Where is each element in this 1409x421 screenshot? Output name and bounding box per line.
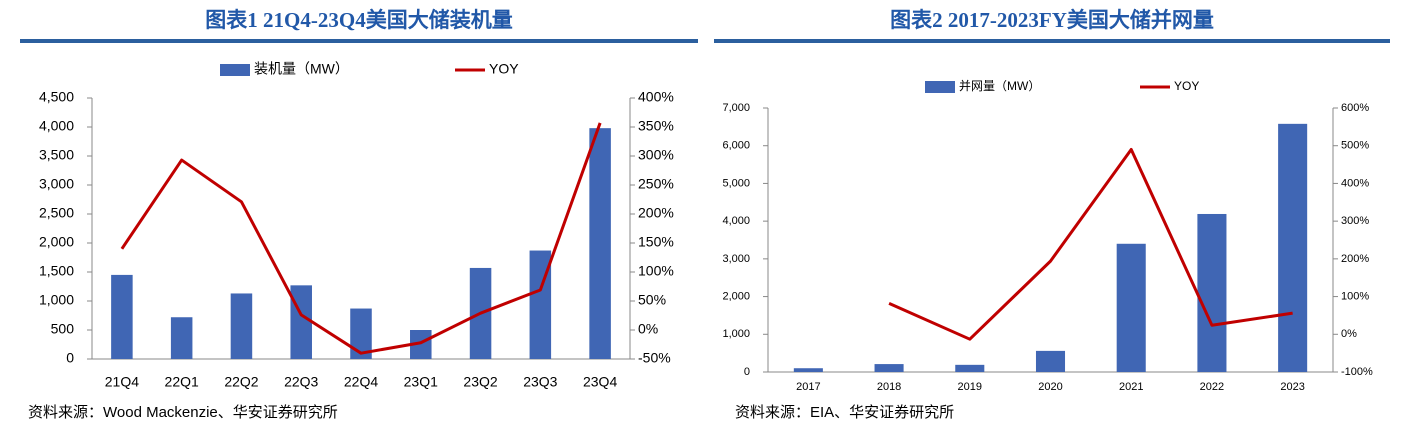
x-tick-label: 23Q1 bbox=[404, 374, 438, 390]
y-tick-label: 0 bbox=[66, 350, 74, 366]
legend-swatch bbox=[220, 64, 250, 76]
y2-tick-label: 100% bbox=[638, 263, 674, 279]
y-tick-label: 1,000 bbox=[722, 328, 750, 340]
x-tick-label: 22Q3 bbox=[284, 374, 318, 390]
y2-tick-label: 600% bbox=[1341, 102, 1369, 114]
legend-swatch bbox=[925, 81, 955, 93]
y2-tick-label: 400% bbox=[1341, 177, 1369, 189]
bar bbox=[793, 368, 823, 372]
line-series bbox=[888, 147, 1293, 341]
legend-label: 装机量（MW） bbox=[254, 61, 349, 77]
x-tick-label: 22Q1 bbox=[165, 374, 199, 390]
x-tick-label: 23Q3 bbox=[523, 374, 557, 390]
y2-tick-label: 200% bbox=[638, 205, 674, 221]
bar bbox=[955, 364, 985, 372]
legend-label: YOY bbox=[489, 61, 519, 77]
y2-tick-label: -100% bbox=[1341, 366, 1373, 378]
y-tick-label: 3,000 bbox=[722, 253, 750, 265]
y-tick-label: 7,000 bbox=[722, 102, 750, 114]
y-tick-label: 6,000 bbox=[722, 140, 750, 152]
y2-tick-label: 100% bbox=[1341, 290, 1369, 302]
y2-tick-label: 500% bbox=[1341, 140, 1369, 152]
x-tick-label: 2018 bbox=[877, 381, 901, 393]
bar bbox=[1116, 243, 1146, 372]
bar bbox=[1197, 213, 1227, 372]
bar bbox=[1035, 350, 1066, 372]
source-note: 资料来源：Wood Mackenzie、华安证券研究所 bbox=[28, 404, 338, 421]
y2-tick-label: 0% bbox=[1341, 328, 1357, 340]
y2-tick-label: 50% bbox=[638, 292, 666, 308]
x-tick-label: 2023 bbox=[1280, 381, 1304, 393]
y2-tick-label: 250% bbox=[638, 176, 674, 192]
title-rule bbox=[714, 39, 1390, 43]
y2-tick-label: 400% bbox=[638, 89, 674, 105]
x-tick-label: 21Q4 bbox=[105, 374, 139, 390]
y2-tick-label: 150% bbox=[638, 234, 674, 250]
y-tick-label: 500 bbox=[51, 321, 75, 337]
chart-title: 图表2 2017-2023FY美国大储并网量 bbox=[890, 8, 1214, 32]
bar bbox=[230, 293, 253, 359]
bar bbox=[350, 308, 372, 359]
x-tick-label: 23Q4 bbox=[583, 374, 617, 390]
y-tick-label: 1,500 bbox=[39, 263, 74, 279]
y-tick-label: 4,500 bbox=[39, 89, 74, 105]
y-tick-label: 2,500 bbox=[39, 205, 74, 221]
bar bbox=[410, 330, 432, 359]
x-tick-label: 2020 bbox=[1038, 381, 1062, 393]
x-tick-label: 22Q4 bbox=[344, 374, 378, 390]
y-tick-label: 4,000 bbox=[39, 118, 74, 134]
y-tick-label: 2,000 bbox=[722, 290, 750, 302]
x-tick-label: 2019 bbox=[958, 381, 982, 393]
x-tick-label: 22Q2 bbox=[224, 374, 258, 390]
x-tick-label: 2021 bbox=[1119, 381, 1143, 393]
bar bbox=[290, 285, 312, 359]
bar bbox=[874, 364, 904, 372]
legend-label: YOY bbox=[1174, 79, 1199, 93]
y2-tick-label: -50% bbox=[638, 350, 671, 366]
y2-tick-label: 0% bbox=[638, 321, 658, 337]
y-tick-label: 2,000 bbox=[39, 234, 74, 250]
y-tick-label: 4,000 bbox=[722, 215, 750, 227]
y2-tick-label: 300% bbox=[638, 147, 674, 163]
x-tick-label: 2022 bbox=[1200, 381, 1224, 393]
y-tick-label: 1,000 bbox=[39, 292, 74, 308]
bar bbox=[170, 317, 193, 359]
bar bbox=[589, 128, 611, 359]
y-tick-label: 3,000 bbox=[39, 176, 74, 192]
y-tick-label: 3,500 bbox=[39, 147, 74, 163]
bar bbox=[111, 274, 133, 359]
chart-title: 图表1 21Q4-23Q4美国大储装机量 bbox=[205, 8, 512, 32]
title-rule bbox=[20, 39, 698, 43]
line-series bbox=[120, 122, 602, 355]
x-tick-label: 2017 bbox=[796, 381, 820, 393]
y2-tick-label: 350% bbox=[638, 118, 674, 134]
legend-label: 并网量（MW） bbox=[959, 79, 1040, 93]
bar bbox=[1278, 123, 1308, 372]
y2-tick-label: 300% bbox=[1341, 215, 1369, 227]
y-tick-label: 5,000 bbox=[722, 177, 750, 189]
source-note: 资料来源：EIA、华安证券研究所 bbox=[735, 404, 954, 421]
y-tick-label: 0 bbox=[744, 366, 750, 378]
y2-tick-label: 200% bbox=[1341, 253, 1369, 265]
x-tick-label: 23Q2 bbox=[463, 374, 497, 390]
